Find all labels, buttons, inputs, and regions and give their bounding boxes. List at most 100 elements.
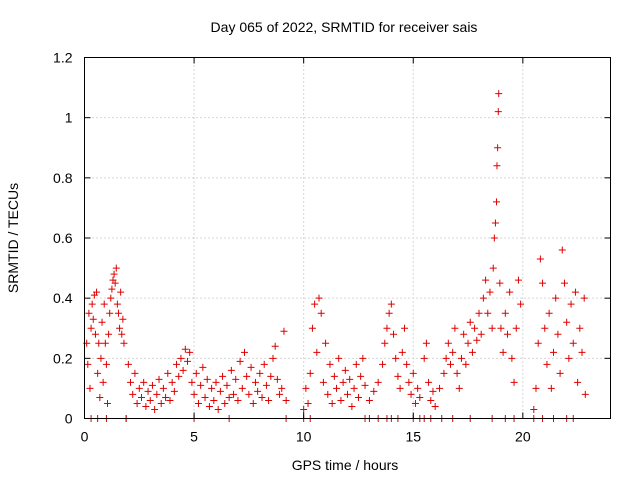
data-point: [107, 294, 115, 302]
data-point: [135, 384, 143, 392]
data-point: [124, 360, 132, 368]
y-tick-label: 1: [65, 110, 73, 126]
data-point: [379, 360, 387, 368]
data-point: [352, 360, 360, 368]
data-point: [227, 366, 235, 374]
y-tick-label: 0.8: [53, 170, 73, 186]
data-point: [86, 384, 94, 392]
data-point: [319, 378, 327, 386]
data-point: [374, 378, 382, 386]
plot-frame: [84, 57, 611, 419]
data-point: [370, 387, 378, 395]
data-point: [517, 300, 525, 308]
data-point: [335, 354, 343, 362]
data-point: [541, 324, 549, 332]
data-point: [133, 399, 141, 407]
data-point: [449, 348, 457, 356]
data-point: [460, 330, 468, 338]
data-point: [256, 369, 264, 377]
data-point: [110, 270, 118, 278]
data-point: [251, 378, 259, 386]
data-point: [348, 402, 356, 410]
data-point: [344, 390, 351, 398]
data-point: [203, 375, 211, 383]
data-point: [153, 390, 161, 398]
data-point: [240, 348, 248, 356]
data-point: [236, 357, 244, 365]
data-point: [534, 339, 542, 347]
data-point: [208, 384, 216, 392]
data-point: [411, 399, 419, 407]
data-point: [245, 390, 253, 398]
data-point: [486, 288, 494, 296]
data-point: [565, 354, 573, 362]
data-point: [383, 324, 391, 332]
data-point: [322, 339, 330, 347]
data-point: [265, 396, 273, 404]
data-point: [477, 330, 485, 338]
data-point: [88, 300, 96, 308]
data-point: [489, 264, 497, 272]
y-tick-label: 0.2: [53, 350, 73, 366]
data-point: [210, 396, 218, 404]
data-point: [230, 390, 238, 398]
data-point: [105, 330, 113, 338]
data-point: [192, 369, 200, 377]
data-point: [273, 375, 281, 383]
data-point: [102, 360, 110, 368]
data-point: [99, 378, 107, 386]
data-point: [306, 369, 314, 377]
grid: [84, 57, 611, 419]
data-point: [532, 384, 540, 392]
data-point: [484, 309, 492, 317]
chart-title: Day 065 of 2022, SRMTID for receiver sai…: [211, 19, 478, 35]
data-point: [569, 339, 577, 347]
x-tick-label: 20: [515, 429, 531, 445]
data-point: [444, 339, 452, 347]
y-tick-label: 0.4: [53, 290, 73, 306]
data-point: [420, 354, 428, 362]
data-point: [315, 294, 323, 302]
data-point: [539, 279, 547, 287]
data-point: [381, 339, 389, 347]
data-point: [168, 378, 176, 386]
data-point: [216, 387, 224, 395]
data-point: [414, 384, 422, 392]
data-point: [84, 360, 92, 368]
data-point: [212, 378, 220, 386]
data-point: [359, 354, 367, 362]
data-point: [221, 399, 229, 407]
data-point: [407, 390, 415, 398]
data-point: [113, 300, 121, 308]
data-point: [324, 390, 332, 398]
data-point: [247, 363, 255, 371]
y-tick-label: 0: [65, 411, 73, 427]
data-point: [112, 264, 120, 272]
data-point: [346, 375, 354, 383]
data-point: [85, 309, 93, 317]
data-point: [249, 399, 257, 407]
data-point: [475, 309, 483, 317]
data-point: [197, 381, 205, 389]
data-point: [455, 384, 463, 392]
data-point: [179, 366, 187, 374]
data-point: [398, 348, 406, 356]
data-point: [159, 384, 167, 392]
data-point: [223, 381, 231, 389]
data-point: [464, 339, 472, 347]
data-point: [100, 300, 108, 308]
data-point: [108, 285, 116, 293]
data-point: [214, 405, 222, 413]
data-point: [151, 405, 159, 413]
data-point: [552, 294, 560, 302]
data-point: [205, 402, 213, 410]
data-point: [409, 369, 417, 377]
data-point: [473, 336, 481, 344]
data-point: [508, 354, 516, 362]
data-point: [493, 162, 501, 170]
data-point: [451, 324, 459, 332]
data-point: [269, 354, 277, 362]
data-point: [543, 360, 551, 368]
data-point: [188, 378, 196, 386]
